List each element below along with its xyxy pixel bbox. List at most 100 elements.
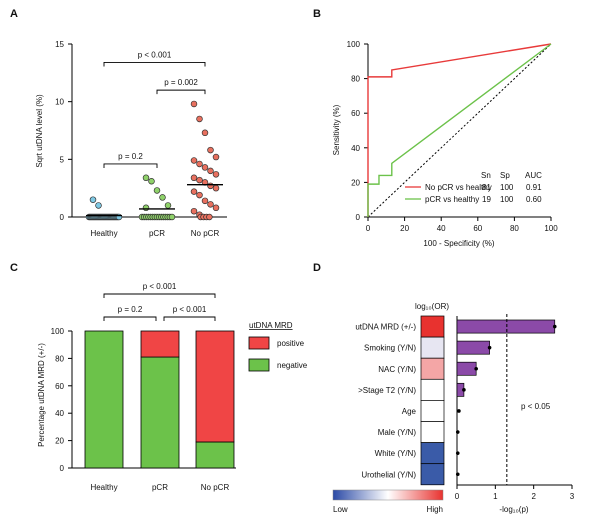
panel-d-bar: [456, 319, 556, 334]
panel-a-point: [159, 194, 166, 201]
panel-a-point: [201, 129, 209, 137]
panel-a-point: [190, 157, 198, 164]
panel-d-xlabel: -log₁₀(p): [499, 505, 528, 514]
panel-c-bar-negative: [84, 330, 124, 469]
panel-b-ytick-label: 40: [351, 144, 360, 153]
panel-d-point: [552, 324, 557, 329]
panel-d-heat-cell: [420, 442, 445, 465]
panel-d-colorbar-high: High: [427, 505, 443, 514]
panel-a-point: [212, 204, 220, 212]
panel-a-bracket: [103, 163, 158, 168]
panel-b-xlabel: 100 - Specificity (%): [423, 239, 494, 248]
panel-c-ytick-label: 80: [55, 354, 64, 363]
panel-b-xtick-label: 60: [473, 224, 482, 233]
panel-a-point: [95, 202, 102, 209]
panel-label-d: D: [313, 262, 321, 274]
panel-b-ytick-label: 60: [351, 109, 360, 118]
panel-a-point: [190, 188, 198, 195]
panel-c-bar-positive: [195, 330, 235, 443]
panel-d-point: [487, 345, 492, 350]
legend-auc-no-pcr: 0.91: [526, 183, 542, 192]
panel-d-threshold-label: p < 0.05: [521, 402, 551, 411]
panel-b-roc: Sensitivity (%) 100 - Specificity (%) 0 2…: [332, 40, 558, 248]
panel-d-point: [457, 409, 461, 413]
panel-b-xtick-label: 40: [437, 224, 446, 233]
panel-a-point: [153, 187, 161, 194]
panel-d-xtick-label: 3: [570, 492, 575, 501]
panel-b-legend: Sn Sp AUC No pCR vs healthy 81 100 0.91 …: [405, 171, 542, 204]
panel-b-xtick-label: 0: [366, 224, 371, 233]
panel-d-xtick-label: 2: [531, 492, 536, 501]
panel-a-point: [207, 146, 214, 154]
panel-a-point: [196, 191, 203, 199]
legend-sn-pcr: 19: [482, 195, 491, 204]
panel-c-bracket: [103, 293, 216, 298]
panel-a-point: [196, 115, 203, 123]
panel-b-ytick-label: 20: [351, 178, 360, 187]
panel-label-c: C: [10, 262, 18, 274]
legend-swatch-positive: [248, 336, 270, 350]
legend-auc-pcr: 0.60: [526, 195, 542, 204]
panel-d-heatmap-title: log₁₀(OR): [415, 302, 449, 311]
panel-a-pvalue: p = 0.2: [118, 152, 143, 161]
panel-a-point: [206, 213, 213, 221]
panel-d-bar: [456, 361, 477, 376]
panel-a-bracket: [103, 62, 206, 67]
panel-c-pvalue: p < 0.001: [143, 282, 177, 291]
panel-a-point: [207, 167, 214, 175]
panel-d-row-label: Male (Y/N): [378, 428, 417, 437]
panel-a-point: [201, 197, 209, 205]
panel-b-ytick-label: 100: [347, 40, 361, 49]
panel-c-bar-positive: [140, 330, 180, 358]
panel-c-ytick-label: 40: [55, 409, 64, 418]
panel-a-point: [168, 213, 176, 221]
panel-c-ytick-label: 20: [55, 437, 64, 446]
panel-a-point: [142, 204, 150, 212]
panel-d-regression: log₁₀(OR) utDNA MRD (+/-) Smoking (Y/N) NA…: [332, 302, 575, 514]
panel-a-point: [164, 202, 172, 209]
panel-b-series-pcr: [367, 43, 552, 217]
legend-header-sn: Sn: [481, 171, 491, 180]
panel-c-ytick-label: 60: [55, 382, 64, 391]
panel-c-pvalue: p < 0.001: [173, 305, 207, 314]
panel-a-point: [207, 201, 214, 208]
panel-c-xtick-label: Healthy: [90, 483, 117, 492]
panel-a-ytick-label: 5: [60, 155, 65, 164]
panel-a-point: [190, 174, 198, 182]
panel-b-xtick-label: 100: [544, 224, 558, 233]
panel-a-point: [142, 174, 150, 182]
panel-a-ytick-label: 15: [55, 40, 64, 49]
legend-label-no-pcr: No pCR vs healthy: [425, 183, 492, 192]
panel-b-series-no-pcr: [367, 43, 552, 217]
panel-label-b: B: [313, 8, 321, 20]
panel-d-bar: [456, 340, 490, 355]
panel-d-heat-cell: [420, 400, 445, 422]
panel-c-ylabel: Percentage utDNA MRD (+/-): [37, 343, 46, 447]
panel-d-colorbar: [332, 489, 444, 501]
legend-header-auc: AUC: [525, 171, 542, 180]
panel-d-row-label: utDNA MRD (+/-): [355, 323, 416, 332]
panel-a-xtick-label: No pCR: [191, 229, 220, 238]
panel-c-legend-title: utDNA MRD: [249, 321, 293, 330]
panel-a-point: [196, 176, 203, 184]
panel-a-ytick-label: 0: [60, 213, 65, 222]
panel-a-ytick-label: 10: [55, 98, 64, 107]
panel-d-row-label: Age: [402, 407, 417, 416]
panel-b-ylabel: Sensitivity (%): [332, 104, 341, 155]
panel-a-point: [201, 164, 209, 171]
panel-d-heat-cell: [420, 357, 445, 380]
panel-d-heat-cell: [420, 336, 445, 359]
panel-c-bar-negative: [195, 441, 235, 469]
panel-a-point: [190, 100, 198, 108]
panel-a-pvalue: p < 0.001: [138, 50, 172, 59]
panel-d-row-label: Smoking (Y/N): [364, 344, 416, 353]
panel-d-colorbar-low: Low: [333, 505, 348, 514]
panel-c-ytick-label: 0: [60, 464, 65, 473]
panel-a-point: [212, 153, 220, 161]
panel-c-ytick-label: 100: [51, 327, 65, 336]
panel-b-reference-line: [367, 43, 552, 218]
legend-swatch-negative: [248, 358, 270, 372]
panel-a-xtick-label: Healthy: [90, 229, 117, 238]
panel-d-xtick-label: 0: [455, 492, 460, 501]
